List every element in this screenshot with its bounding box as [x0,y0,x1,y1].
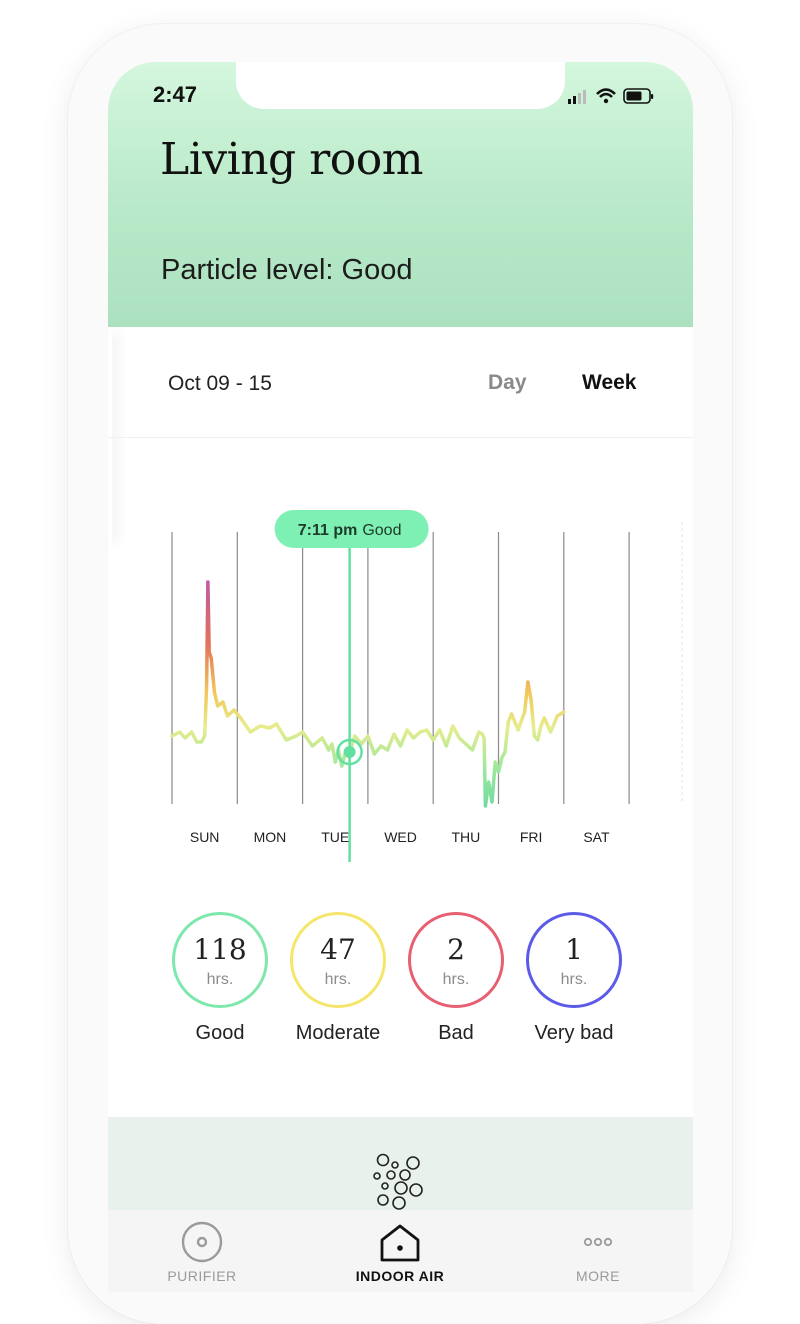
stat-unit: hrs. [560,971,588,988]
cursor-ring [336,738,363,766]
stat-unit: hrs. [324,971,352,988]
stat-value: 118 [193,933,247,966]
day-label-fri: FRI [520,829,543,845]
cursor-dot[interactable] [343,746,356,758]
stat-good[interactable]: 118 hrs. Good [170,912,270,1045]
stat-unit: hrs. [206,971,234,988]
signal-icon [568,90,586,104]
battery-icon [623,88,654,104]
nav-indoor-air[interactable]: INDOOR AIR [330,1210,470,1284]
home-icon [380,1224,420,1262]
nav-label: PURIFIER [167,1268,237,1284]
nav-more[interactable]: MORE [528,1210,668,1284]
stat-circle: 2 hrs. [408,912,504,1008]
tab-week[interactable]: Week [582,371,637,394]
day-label-mon: MON [254,829,287,845]
tab-bar: PURIFIER INDOOR AIR MORE [108,1210,693,1292]
day-label-tue: TUE [321,829,349,845]
tab-day[interactable]: Day [488,371,527,394]
more-icon [583,1237,613,1247]
particle-chart[interactable]: SUN MON TUE WED THU FRI SAT 7:11 pm Good [108,442,693,862]
bottom-panel [108,1117,693,1217]
stat-value: 47 [320,933,356,966]
particle-series-line [170,580,566,808]
room-title: Living room [160,134,423,185]
tooltip-status: Good [362,522,401,539]
date-range: Oct 09 - 15 [168,372,272,395]
room-header: 2:47 Living room Particle level: Good [108,62,693,327]
particle-level: Particle level: Good [161,254,413,286]
stat-label: Moderate [295,1022,381,1044]
day-label-thu: THU [451,829,480,845]
day-label-sun: SUN [190,829,220,845]
stat-very-bad[interactable]: 1 hrs. Very bad [524,912,624,1045]
tooltip-time: 7:11 pm [298,522,358,539]
stat-bad[interactable]: 2 hrs. Bad [406,912,506,1045]
tooltip-pill [274,510,429,548]
stat-circle: 47 hrs. [290,912,386,1008]
wifi-icon [596,88,616,104]
nav-purifier[interactable]: PURIFIER [132,1210,272,1284]
day-label-wed: WED [384,829,417,845]
status-time: 2:47 [153,82,198,107]
nav-label: MORE [576,1268,620,1284]
range-row: Oct 09 - 15 Day Week [108,327,693,438]
bubbles-icon [373,1153,423,1210]
app-screen: 2:47 Living room Particle level: Good [108,62,693,1292]
time-tooltip: 7:11 pm Good [274,510,429,548]
hours-summary: 118 hrs. Good 47 hrs. Moderate 2 hrs. Ba… [108,912,693,1072]
stat-value: 2 [447,933,465,966]
tooltip-text: 7:11 pm Good [298,522,402,539]
stat-unit: hrs. [442,971,470,988]
day-label-sat: SAT [583,829,610,845]
stat-circle: 1 hrs. [526,912,622,1008]
status-icons [568,88,654,104]
nav-label: INDOOR AIR [355,1268,445,1284]
stat-label: Very bad [534,1022,614,1044]
purifier-icon [181,1221,223,1263]
stat-label: Bad [438,1022,474,1044]
phone-notch [236,62,565,109]
stat-circle: 118 hrs. [172,912,268,1008]
stat-value: 1 [565,933,583,966]
stat-label: Good [195,1022,245,1044]
stat-moderate[interactable]: 47 hrs. Moderate [288,912,388,1045]
